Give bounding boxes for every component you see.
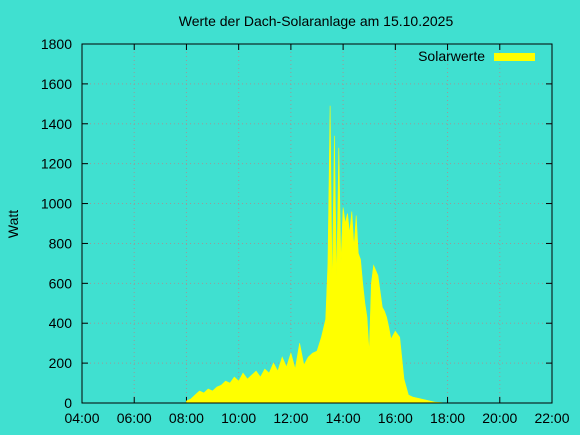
y-tick-label: 0 [64,395,72,411]
x-tick-label: 04:00 [64,410,99,426]
x-tick-label: 18:00 [430,410,465,426]
x-tick-label: 10:00 [221,410,256,426]
legend: Solarwerte [418,48,535,64]
x-tick-label: 16:00 [378,410,413,426]
chart-title: Werte der Dach-Solaranlage am 15.10.2025 [179,13,454,29]
y-tick-label: 400 [49,315,73,331]
y-axis-label: Watt [5,210,21,238]
grid-lines [81,43,553,404]
legend-swatch-solarwerte [494,53,535,61]
y-tick-label: 1400 [41,116,72,132]
x-tick-label: 14:00 [326,410,361,426]
x-tick-label: 06:00 [117,410,152,426]
x-tick-label: 12:00 [273,410,308,426]
y-tick-label: 1200 [41,156,72,172]
plot-border [81,43,553,404]
x-tick-label: 20:00 [482,410,517,426]
series-area-solarwerte [186,105,448,404]
x-tick-label: 22:00 [534,410,569,426]
y-tick-labels: 0 200 400 600 800 1000 1200 1400 1600 1800 [41,36,72,411]
y-tick-label: 800 [49,235,73,251]
y-tick-label: 1000 [41,196,72,212]
y-tick-label: 200 [49,355,73,371]
y-tick-label: 600 [49,275,73,291]
y-tick-label: 1600 [41,76,72,92]
y-tick-label: 1800 [41,36,72,52]
legend-label-solarwerte: Solarwerte [418,48,485,64]
x-tick-labels: 04:00 06:00 08:00 10:00 12:00 14:00 16:00 18:00… [64,410,569,426]
x-tick-label: 08:00 [169,410,204,426]
